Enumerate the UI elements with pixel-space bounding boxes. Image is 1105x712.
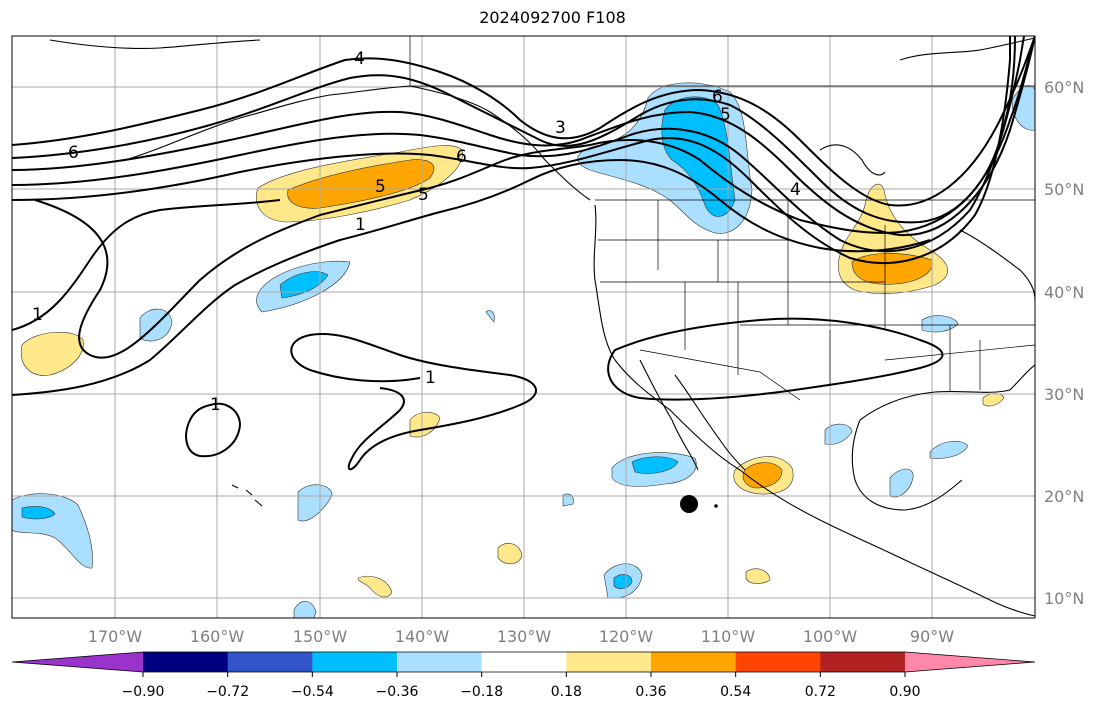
- colorbar-tick-label: −0.18: [460, 684, 503, 700]
- map-title: 2024092700 F108: [479, 8, 626, 27]
- lon-label: 140°W: [395, 627, 450, 646]
- lon-label: 170°W: [88, 627, 143, 646]
- colorbar-tick-label: 0.36: [635, 684, 666, 700]
- colorbar-segment: [651, 652, 737, 672]
- positive-anomaly-shading: [20, 145, 1005, 598]
- contour-labels: 4 6 3 5 6 5 1 6 5 4 1 1 1: [32, 49, 801, 415]
- colorbar-tick-label: −0.36: [376, 684, 419, 700]
- lat-label: 20°N: [1044, 487, 1084, 506]
- negative-anomaly-shading: [12, 82, 1035, 618]
- colorbar-extend-low: [12, 652, 143, 672]
- contour-label: 4: [790, 180, 801, 200]
- lat-label: 40°N: [1044, 283, 1084, 302]
- latitude-axis: 60°N 50°N 40°N 30°N 20°N 10°N: [1044, 78, 1084, 608]
- longitude-axis: 170°W 160°W 150°W 140°W 130°W 120°W 110°…: [88, 627, 954, 646]
- contour-label: 6: [712, 87, 723, 107]
- contour-label: 1: [32, 305, 43, 325]
- contour-label: 1: [425, 368, 436, 388]
- colorbar-tick-label: −0.90: [122, 684, 165, 700]
- colorbar-segment: [312, 652, 398, 672]
- colorbar-tick-label: 0.72: [805, 684, 836, 700]
- contour-label: 5: [418, 185, 429, 205]
- contour-label: 6: [456, 147, 467, 167]
- contour-label: 1: [355, 215, 366, 235]
- political-borders: [409, 36, 1035, 401]
- colorbar-segment: [397, 652, 483, 672]
- contour-label: 3: [555, 118, 566, 138]
- lon-label: 160°W: [190, 627, 245, 646]
- colorbar-tick-label: 0.54: [720, 684, 751, 700]
- colorbar-segment: [566, 652, 652, 672]
- contour-label: 4: [354, 49, 365, 69]
- contour-label: 5: [375, 177, 386, 197]
- colorbar-segment: [735, 652, 821, 672]
- storm-position-marker: [680, 495, 698, 513]
- map-border: [11, 35, 1036, 619]
- contour-label: 1: [210, 395, 221, 415]
- contour-label: 6: [68, 143, 79, 163]
- lat-label: 10°N: [1044, 589, 1084, 608]
- lon-label: 150°W: [293, 627, 348, 646]
- colorbar-tick-label: 0.18: [551, 684, 582, 700]
- lon-label: 110°W: [701, 627, 756, 646]
- colorbar-segment: [227, 652, 313, 672]
- colorbar-extend-high: [905, 652, 1035, 672]
- colorbar-segment: [820, 652, 906, 672]
- lon-label: 100°W: [803, 627, 858, 646]
- colorbar-segment: [481, 652, 567, 672]
- lon-label: 120°W: [599, 627, 654, 646]
- contour-lines: [12, 36, 1035, 471]
- colorbar: −0.90 −0.72 −0.54 −0.36 −0.18 0.18 0.36 0.54 0.7…: [11, 651, 1036, 700]
- colorbar-tick-label: −0.72: [206, 684, 249, 700]
- colorbar-tick-label: 0.90: [889, 684, 920, 700]
- lat-label: 50°N: [1044, 180, 1084, 199]
- colorbar-segment: [143, 652, 229, 672]
- colorbar-tick-label: −0.54: [291, 684, 334, 700]
- contour-label: 5: [720, 105, 731, 125]
- lon-label: 130°W: [497, 627, 552, 646]
- lat-label: 30°N: [1044, 385, 1084, 404]
- lat-label: 60°N: [1044, 78, 1084, 97]
- lon-label: 90°W: [910, 627, 954, 646]
